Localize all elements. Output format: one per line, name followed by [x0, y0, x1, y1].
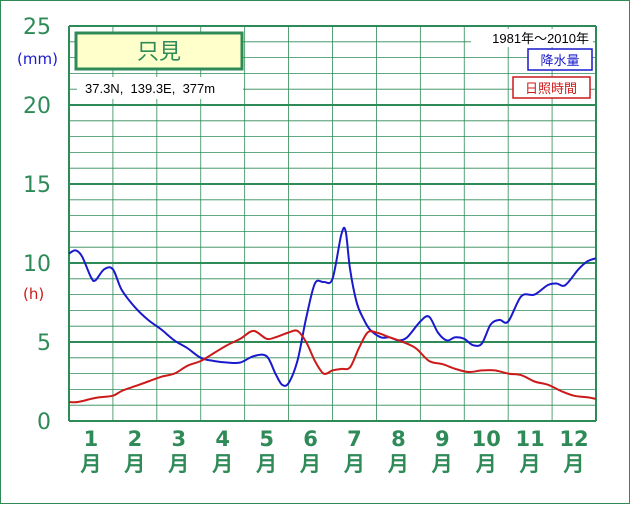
y-tick-label: 10: [23, 252, 51, 277]
sun-unit-label: (h): [23, 285, 44, 303]
y-tick-label: 5: [37, 331, 51, 356]
y-tick-label: 15: [23, 173, 51, 198]
precipitation-line: [68, 226, 597, 387]
y-tick-label: 20: [23, 94, 51, 119]
x-tick-label-month: 月: [563, 452, 585, 476]
x-tick-label-number: 2: [128, 427, 143, 451]
sunshine-line: [68, 329, 597, 404]
x-tick-label-month: 月: [211, 452, 233, 476]
station-coordinates: 37.3N, 139.3E, 377m: [85, 81, 215, 96]
precip-unit-label: (mm): [17, 50, 58, 68]
x-tick-label-month: 月: [167, 452, 189, 476]
x-tick-label-number: 5: [259, 427, 274, 451]
x-tick-label-number: 9: [435, 427, 450, 451]
x-tick-label-month: 月: [123, 452, 145, 476]
x-tick-label-number: 4: [215, 427, 230, 451]
x-tick-label-number: 8: [391, 427, 406, 451]
x-tick-label-number: 1: [84, 427, 99, 451]
x-tick-label-number: 6: [303, 427, 318, 451]
x-tick-label-month: 月: [255, 452, 277, 476]
x-tick-label-month: 月: [519, 452, 541, 476]
y-axis-ticks: 0 5 10 15 20 25: [23, 15, 51, 435]
series-lines: [68, 226, 597, 404]
legend-precip: 降水量: [527, 48, 593, 71]
x-tick-label-number: 10: [472, 427, 501, 451]
legend-precip-label: 降水量: [540, 54, 579, 69]
x-tick-label-month: 月: [343, 452, 365, 476]
y-tick-label: 0: [37, 410, 51, 435]
station-box: 只見: [74, 31, 244, 71]
x-tick-label-month: 月: [431, 452, 453, 476]
grid: [68, 25, 597, 422]
x-tick-label-month: 月: [475, 452, 497, 476]
x-tick-label-number: 7: [347, 427, 362, 451]
x-tick-label-number: 11: [516, 427, 545, 451]
x-tick-label-number: 12: [559, 427, 588, 451]
legend-sun-label: 日照時間: [525, 82, 577, 97]
x-tick-label-month: 月: [387, 452, 409, 476]
period-label: 1981年〜2010年: [492, 31, 589, 46]
coords-bg: [77, 77, 243, 99]
x-tick-label-month: 月: [299, 452, 321, 476]
x-tick-label-number: 3: [171, 427, 186, 451]
x-tick-label-month: 月: [79, 452, 101, 476]
y-tick-label: 25: [23, 15, 51, 40]
station-name: 只見: [137, 40, 181, 65]
period-bg: [471, 29, 593, 47]
legend-sun: 日照時間: [512, 76, 591, 99]
